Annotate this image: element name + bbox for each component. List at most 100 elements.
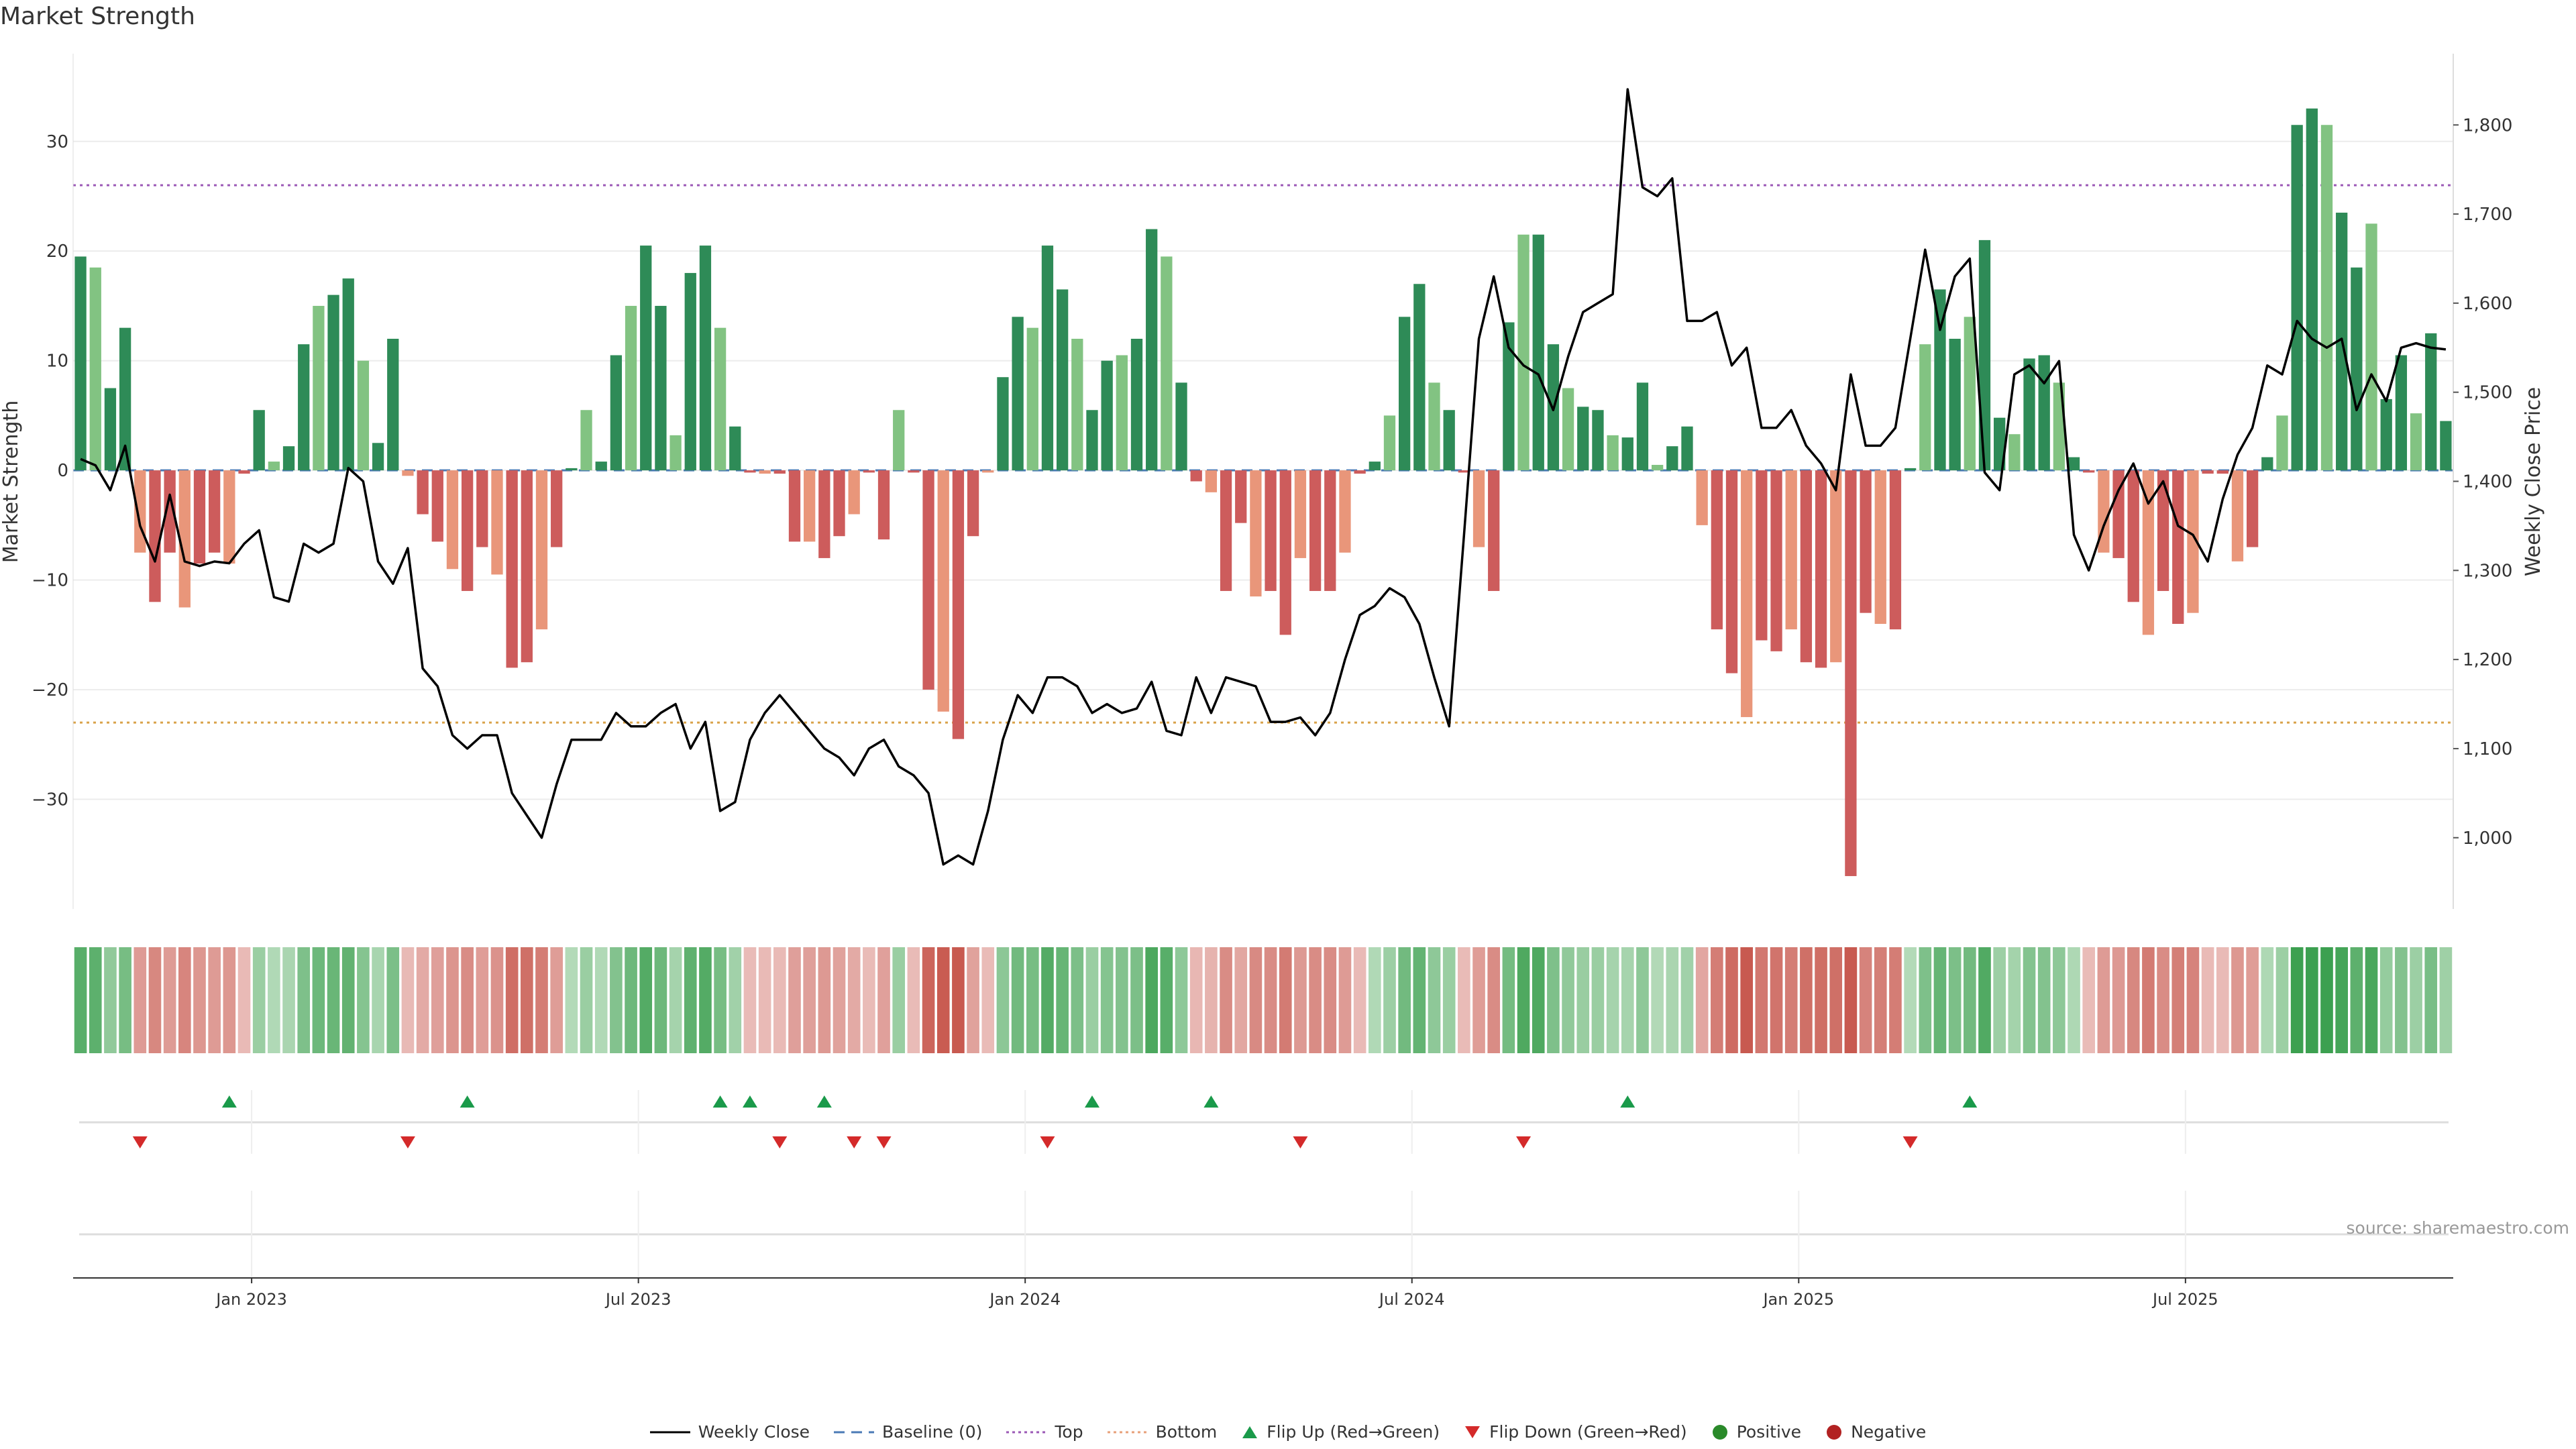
flip-down-marker [772,1136,788,1148]
strength-bar [2261,457,2273,471]
heatmap-cell [1383,947,1396,1053]
strength-bar [2320,125,2333,471]
flip-up-marker [460,1095,475,1108]
strength-bar [2068,457,2080,471]
heatmap-cell [505,947,519,1053]
strength-bar [104,388,117,471]
strength-bar [1889,470,1902,630]
x-tick-label: Jan 2023 [215,1290,287,1309]
heatmap-cell [163,947,176,1053]
heatmap-cell [1993,947,2006,1053]
x-axis: Jan 2023 Jul 2023 Jan 2024 Jul 2024 Jan 2025… [73,1277,2453,1309]
heatmap-cell [699,947,712,1053]
strength-bar [1488,470,1500,591]
strength-bar [1621,437,1633,471]
strength-bar [2351,267,2363,471]
heatmap-cell [981,947,995,1053]
strength-bar [521,470,533,663]
strength-bar [952,470,965,739]
strength-bar [1994,417,2006,471]
legend-swatch [1712,1424,1727,1440]
heatmap-cell [476,947,489,1053]
strength-bar [164,470,176,553]
legend-label: Flip Up (Red→Green) [1267,1422,1440,1442]
strength-bar [119,327,131,471]
strength-bar [729,426,741,471]
heatmap-cell [1234,947,1248,1053]
heatmap-cell [2068,947,2080,1053]
heatmap-cell [1085,947,1099,1053]
strength-bar [967,470,979,537]
strength-bar [1919,344,1931,471]
flip-up-marker [1203,1095,1219,1108]
legend-swatch [1827,1424,1842,1440]
heatmap-cell [1116,947,1128,1053]
flip-down-marker [1040,1136,1055,1148]
heatmap-cell [312,947,325,1053]
heatmap-cell [268,947,280,1053]
legend-item: Flip Down (Green→Red) [1464,1422,1687,1442]
heatmap-cell [1189,947,1203,1053]
strength-bar [357,360,370,471]
strength-bar [2380,398,2392,471]
line-dotted-icon [1107,1431,1148,1433]
flip-down-marker [1516,1136,1532,1148]
heatmap-cell [1948,947,1962,1053]
circle-icon [1712,1424,1727,1440]
strength-heatmap [74,947,2453,1053]
strength-bar [402,470,414,476]
heatmap-cell [1651,947,1664,1053]
legend-item: Baseline (0) [834,1422,982,1442]
right-tick-label: 1,500 [2463,383,2512,403]
strength-bar [877,470,890,540]
left-tick-label: −10 [32,571,68,591]
strength-bar [1250,470,1262,597]
heatmap-cell [907,947,920,1053]
strength-bar [2083,470,2095,473]
heatmap-cell [773,947,786,1053]
strength-bar [2291,125,2303,471]
heatmap-cell [1205,947,1218,1053]
heatmap-cell [922,947,935,1053]
heatmap-cell [625,947,637,1053]
strength-bar [1636,382,1649,471]
strength-bar [759,470,771,474]
strength-bar [669,435,682,471]
heatmap-cell [1933,947,1947,1053]
strength-bar [1071,339,1083,471]
circle-icon [1827,1424,1842,1440]
strength-bar [1026,327,1038,471]
heatmap-cell [758,947,771,1053]
strength-bar [640,246,652,471]
heatmap-cell [119,947,131,1053]
strength-bar [1503,322,1515,471]
heatmap-cell [1324,947,1337,1053]
heatmap-cell [1680,947,1694,1053]
left-tick-label: 0 [57,461,68,481]
heatmap-cell [1145,947,1159,1053]
heatmap-cell [1576,947,1590,1053]
heatmap-cell [148,947,162,1053]
heatmap-cell [1309,947,1322,1053]
heatmap-cell [521,947,533,1053]
strength-bar [2365,223,2377,471]
heatmap-cell [1353,947,1366,1053]
strength-bar [2216,470,2229,474]
strength-bar [1309,470,1322,591]
strength-bar [595,462,607,471]
flip-down-marker [132,1136,148,1148]
strength-bar [1592,410,1604,471]
heatmap-cell [1636,947,1649,1053]
left-tick-label: 20 [46,241,68,262]
heatmap-cell [1755,947,1768,1053]
heatmap-cell [580,947,593,1053]
strength-bar [863,470,875,473]
heatmap-cell [2216,947,2229,1053]
strength-bar [744,470,756,473]
strength-bar [313,305,325,471]
strength-bar [1086,410,1098,471]
strength-bar [461,470,474,591]
strength-bar [1190,470,1202,482]
strength-bar [1354,470,1366,474]
